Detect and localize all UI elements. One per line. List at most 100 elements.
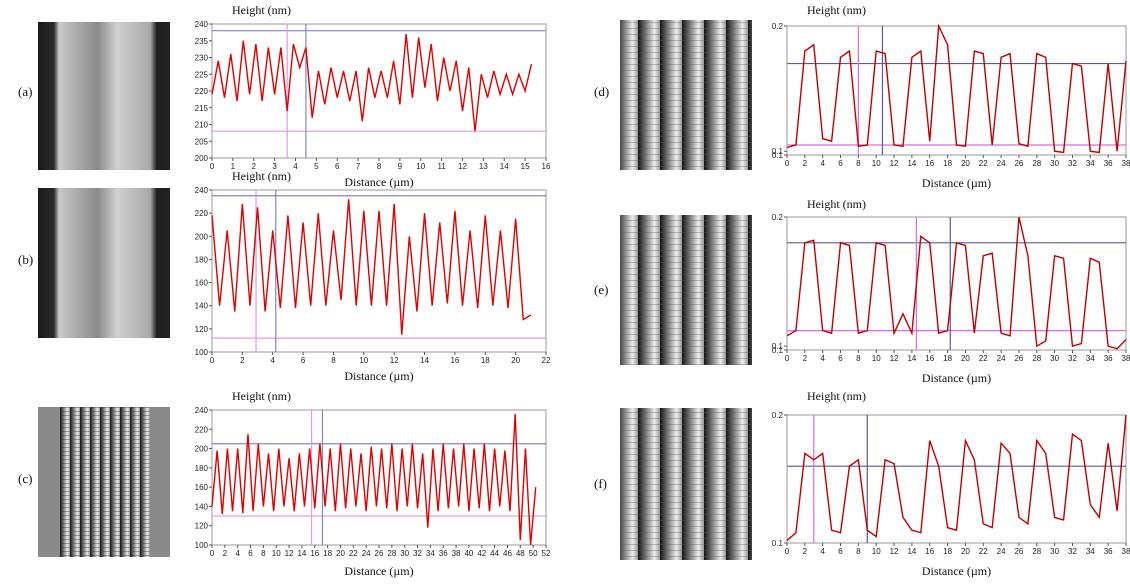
profile-line	[211, 33, 533, 132]
y-tick-label: 140	[195, 502, 209, 511]
x-tick-label: 6	[301, 356, 306, 365]
x-tick-label: 6	[838, 354, 843, 363]
x-tick-label: 2	[223, 549, 228, 558]
x-tick-label: 16	[310, 549, 319, 558]
x-tick-label: 11	[437, 162, 446, 171]
x-tick-label: 12	[890, 547, 899, 556]
x-tick-label: 46	[503, 549, 512, 558]
x-tick-label: 14	[297, 549, 306, 558]
x-tick-label: 34	[1086, 547, 1095, 556]
x-tick-label: 12	[390, 356, 399, 365]
y-tick-label: 140	[195, 302, 209, 311]
panel-label: (d)	[594, 84, 609, 99]
afm-image	[38, 22, 170, 170]
x-tick-label: 18	[943, 159, 952, 168]
x-tick-label: 10	[416, 162, 425, 171]
x-tick-label: 26	[1014, 354, 1023, 363]
x-tick-label: 8	[856, 547, 861, 556]
x-tick-label: 34	[1086, 159, 1095, 168]
x-tick-label: 50	[529, 549, 538, 558]
x-tick-label: 38	[1122, 159, 1130, 168]
x-tick-label: 12	[890, 159, 899, 168]
y-tick-label: 225	[195, 70, 209, 79]
x-tick-label: 32	[413, 549, 422, 558]
x-tick-label: 38	[452, 549, 461, 558]
x-axis-title: Distance (µm)	[344, 175, 413, 189]
x-tick-label: 24	[362, 549, 371, 558]
x-tick-label: 36	[1104, 159, 1113, 168]
x-tick-label: 12	[890, 354, 899, 363]
afm-images	[38, 20, 752, 560]
y-tick-label: 0.1	[772, 147, 784, 156]
x-tick-label: 10	[272, 549, 281, 558]
x-tick-label: 26	[1014, 159, 1023, 168]
y-tick-label: 220	[195, 87, 209, 96]
x-tick-label: 34	[1086, 354, 1095, 363]
x-tick-label: 34	[426, 549, 435, 558]
x-tick-label: 22	[979, 547, 988, 556]
y-tick-label: 100	[195, 348, 209, 357]
y-axis-title: Height (nm)	[807, 197, 866, 211]
x-tick-label: 24	[997, 547, 1006, 556]
x-tick-label: 14	[500, 162, 509, 171]
profile-line	[786, 216, 1127, 350]
y-tick-label: 220	[195, 209, 209, 218]
x-axis-title: Distance (µm)	[344, 369, 413, 383]
x-tick-label: 30	[400, 549, 409, 558]
x-axis-title: Distance (µm)	[922, 176, 991, 190]
x-tick-label: 14	[907, 547, 916, 556]
profile-line	[786, 23, 1127, 154]
y-axis-title: Height (nm)	[232, 3, 291, 17]
x-tick-label: 10	[872, 354, 881, 363]
y-tick-label: 0.2	[772, 213, 784, 222]
plot-area	[211, 23, 547, 159]
y-tick-label: 230	[195, 54, 209, 63]
x-tick-label: 15	[521, 162, 530, 171]
x-tick-label: 52	[542, 549, 551, 558]
x-tick-label: 22	[979, 159, 988, 168]
x-tick-label: 5	[314, 162, 319, 171]
y-tick-label: 160	[195, 279, 209, 288]
x-tick-label: 44	[490, 549, 499, 558]
x-axis-title: Distance (µm)	[344, 564, 413, 578]
panel-label: (c)	[18, 471, 32, 486]
y-tick-label: 240	[195, 20, 209, 29]
y-axis-title: Height (nm)	[232, 389, 291, 403]
profile-line	[211, 199, 532, 335]
x-tick-label: 6	[838, 547, 843, 556]
x-tick-label: 9	[398, 162, 403, 171]
x-tick-label: 8	[856, 354, 861, 363]
profile-line	[786, 414, 1127, 541]
x-tick-label: 36	[1104, 354, 1113, 363]
x-tick-label: 38	[1122, 354, 1130, 363]
x-tick-label: 8	[377, 162, 382, 171]
y-tick-label: 180	[195, 255, 209, 264]
afm-image	[60, 407, 150, 557]
y-tick-label: 180	[195, 464, 209, 473]
x-tick-label: 48	[516, 549, 525, 558]
y-tick-label: 0.2	[772, 411, 784, 420]
x-tick-label: 38	[1122, 547, 1130, 556]
x-tick-label: 32	[1068, 354, 1077, 363]
x-tick-label: 28	[1032, 354, 1041, 363]
afm-image	[620, 215, 752, 365]
panel-label: (a)	[18, 84, 32, 99]
x-tick-label: 10	[872, 159, 881, 168]
x-tick-label: 13	[479, 162, 488, 171]
x-tick-label: 20	[961, 354, 970, 363]
x-tick-label: 28	[387, 549, 396, 558]
x-tick-label: 0	[785, 354, 790, 363]
y-tick-label: 0.1	[772, 151, 784, 160]
x-tick-label: 8	[261, 549, 266, 558]
y-tick-label: 120	[195, 522, 209, 531]
x-tick-label: 12	[458, 162, 467, 171]
y-tick-label: 100	[195, 541, 209, 550]
x-tick-label: 22	[542, 356, 551, 365]
x-tick-label: 4	[271, 356, 276, 365]
x-tick-label: 40	[464, 549, 473, 558]
x-tick-label: 7	[356, 162, 361, 171]
x-tick-label: 16	[925, 354, 934, 363]
x-tick-label: 2	[240, 356, 245, 365]
x-tick-label: 24	[997, 159, 1006, 168]
y-tick-label: 240	[195, 186, 209, 195]
